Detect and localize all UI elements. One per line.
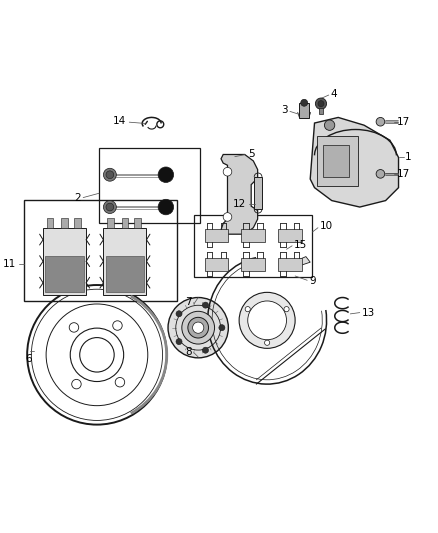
- Circle shape: [72, 379, 81, 389]
- Circle shape: [115, 377, 125, 387]
- Circle shape: [103, 200, 117, 214]
- Polygon shape: [134, 218, 141, 228]
- Circle shape: [168, 297, 228, 358]
- Bar: [254, 177, 262, 209]
- Bar: [278, 258, 302, 271]
- Circle shape: [103, 168, 117, 181]
- Circle shape: [239, 292, 295, 349]
- Circle shape: [202, 347, 208, 353]
- Bar: [205, 229, 228, 241]
- Circle shape: [301, 99, 307, 106]
- Circle shape: [325, 120, 335, 131]
- Polygon shape: [107, 218, 114, 228]
- Text: 8: 8: [185, 347, 192, 357]
- Bar: [45, 256, 84, 292]
- Text: 17: 17: [396, 169, 410, 179]
- Text: 12: 12: [232, 199, 246, 209]
- Circle shape: [376, 169, 385, 178]
- Bar: [106, 256, 145, 292]
- Bar: [300, 103, 309, 118]
- Circle shape: [188, 317, 208, 338]
- Text: 10: 10: [320, 221, 333, 231]
- Circle shape: [193, 322, 204, 333]
- Text: 7: 7: [185, 297, 192, 307]
- Text: 1: 1: [405, 152, 412, 161]
- Circle shape: [106, 171, 114, 179]
- Circle shape: [245, 306, 250, 312]
- Text: 14: 14: [113, 116, 126, 126]
- Circle shape: [158, 199, 173, 215]
- Circle shape: [376, 117, 385, 126]
- Polygon shape: [43, 228, 86, 295]
- Polygon shape: [293, 256, 310, 266]
- Circle shape: [176, 311, 182, 317]
- Bar: [317, 136, 357, 185]
- Circle shape: [158, 167, 173, 182]
- Text: 11: 11: [3, 260, 16, 269]
- Circle shape: [106, 203, 114, 211]
- Text: 4: 4: [330, 89, 337, 99]
- Text: 17: 17: [396, 117, 410, 127]
- Circle shape: [223, 213, 232, 221]
- Circle shape: [248, 301, 286, 340]
- Circle shape: [315, 98, 327, 109]
- Text: 9: 9: [309, 276, 316, 286]
- Polygon shape: [46, 218, 53, 228]
- Circle shape: [318, 101, 324, 107]
- Circle shape: [284, 306, 289, 312]
- Circle shape: [69, 322, 79, 332]
- Text: 2: 2: [74, 193, 81, 204]
- Circle shape: [176, 338, 182, 345]
- Bar: [241, 258, 265, 271]
- Circle shape: [182, 311, 215, 344]
- Bar: [319, 108, 323, 115]
- Polygon shape: [310, 117, 399, 207]
- Bar: [24, 200, 177, 301]
- Circle shape: [219, 325, 225, 330]
- Text: 6: 6: [25, 354, 32, 364]
- Bar: [194, 215, 312, 277]
- Text: 15: 15: [294, 240, 307, 250]
- Polygon shape: [61, 218, 68, 228]
- Bar: [205, 258, 228, 271]
- Bar: [323, 144, 349, 177]
- Polygon shape: [221, 155, 258, 234]
- Bar: [241, 229, 265, 241]
- Circle shape: [80, 337, 114, 372]
- Bar: [278, 229, 302, 241]
- Polygon shape: [74, 218, 81, 228]
- Circle shape: [265, 340, 270, 345]
- Bar: [99, 148, 200, 223]
- Circle shape: [223, 167, 232, 176]
- Circle shape: [113, 321, 122, 330]
- Text: 5: 5: [248, 149, 254, 159]
- Polygon shape: [121, 218, 128, 228]
- Text: 13: 13: [362, 308, 375, 318]
- Text: 3: 3: [281, 105, 287, 115]
- Circle shape: [202, 302, 208, 308]
- Polygon shape: [103, 228, 146, 295]
